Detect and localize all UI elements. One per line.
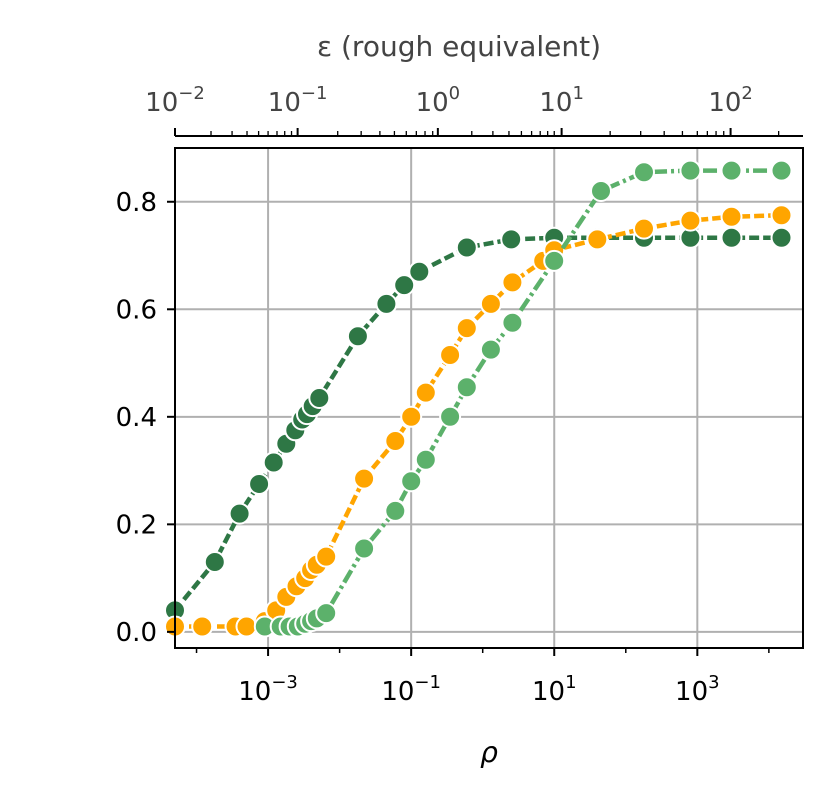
data-point — [439, 344, 462, 366]
data-point — [375, 292, 398, 315]
data-point — [346, 325, 369, 348]
data-point — [439, 405, 462, 428]
y-tick-label: 0.2 — [116, 510, 157, 540]
data-point — [455, 376, 478, 399]
x-tick-label: 103 — [675, 672, 720, 707]
data-point — [400, 470, 423, 493]
data-point — [235, 615, 258, 638]
data-point — [228, 502, 251, 525]
data-point — [633, 161, 655, 184]
y-tick-label: 0.6 — [116, 295, 157, 325]
data-point — [770, 226, 793, 249]
x-axis: 10−3 10−1 101 103 — [195, 648, 770, 707]
series-3 — [253, 159, 793, 638]
x2-tick-label: 10−1 — [268, 83, 328, 118]
series-line — [175, 212, 782, 629]
data-point — [455, 236, 478, 259]
data-point — [720, 226, 743, 249]
data-point — [203, 551, 226, 573]
data-point — [770, 204, 793, 227]
x-tick-label: 10−1 — [381, 672, 441, 707]
x-tick-label: 10−3 — [238, 672, 298, 707]
data-point — [384, 499, 407, 522]
x2-tick-label: 102 — [708, 83, 753, 118]
data-point — [679, 159, 702, 182]
data-point — [384, 430, 407, 452]
data-point — [308, 387, 331, 409]
y-tick-label: 0.0 — [116, 618, 157, 648]
data-point — [400, 405, 423, 428]
data-point — [455, 317, 478, 340]
x2-axis-title: ε (rough equivalent) — [317, 30, 601, 63]
data-point — [590, 180, 612, 202]
data-point — [315, 545, 338, 568]
x2-tick-label: 10−2 — [145, 83, 205, 118]
data-point — [586, 228, 609, 251]
series-2 — [164, 204, 793, 638]
data-point — [191, 615, 214, 638]
data-point — [353, 537, 376, 560]
data-point — [770, 159, 793, 182]
data-point — [720, 205, 743, 228]
x-axis-title: ρ — [480, 736, 498, 769]
data-point — [414, 381, 437, 404]
series-line — [264, 168, 782, 629]
data-point — [315, 602, 338, 625]
data-point — [393, 274, 416, 297]
y-tick-label: 0.8 — [116, 188, 157, 218]
data-point — [501, 311, 524, 334]
data-point — [500, 228, 523, 251]
data-point — [479, 292, 502, 315]
x2-tick-label: 100 — [416, 83, 461, 118]
data-point — [543, 249, 566, 272]
data-point — [414, 448, 437, 471]
x2-tick-label: 101 — [539, 83, 584, 118]
series-line — [173, 235, 782, 612]
data-point — [720, 159, 743, 182]
data-point — [633, 217, 655, 240]
data-point — [479, 338, 502, 361]
x2-axis: 10−2 10−1 100 101 102 — [145, 83, 803, 137]
y-tick-label: 0.4 — [116, 403, 157, 433]
data-point — [248, 473, 271, 495]
data-point — [408, 260, 431, 283]
plot-series — [164, 159, 793, 638]
data-point — [353, 467, 376, 490]
plot-frame — [174, 147, 804, 649]
x-tick-label: 101 — [532, 672, 577, 707]
grid — [175, 148, 803, 648]
y-axis: 0.0 0.2 0.4 0.6 0.8 — [116, 188, 175, 648]
data-point — [262, 451, 285, 474]
data-point — [501, 271, 524, 294]
data-point — [679, 209, 702, 232]
